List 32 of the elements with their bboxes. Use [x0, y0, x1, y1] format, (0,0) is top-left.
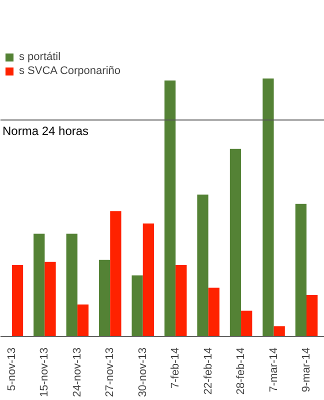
bar	[262, 78, 274, 336]
x-tick-label: 7-feb-14	[170, 347, 182, 388]
x-tick-label: 24-nov-13	[71, 347, 84, 398]
x-tick-label: 27-nov-13	[104, 347, 116, 398]
bar	[66, 234, 78, 336]
bar	[197, 194, 208, 336]
x-tick-label: 7-mar-14	[268, 348, 280, 392]
bar	[99, 260, 110, 336]
legend-label: s SVCA Corponariño	[19, 65, 120, 77]
bar	[110, 211, 122, 336]
bar	[208, 288, 220, 336]
x-tick-label: 30-nov-13	[136, 347, 149, 398]
bar	[306, 294, 318, 336]
bar	[77, 304, 89, 336]
x-tick-label: 15-nov-13	[38, 347, 51, 398]
bar	[295, 204, 306, 336]
bar	[142, 223, 154, 336]
x-tick-label: 9-mar-14	[300, 348, 312, 392]
x-tick-label: 22-feb-14	[202, 347, 214, 395]
legend-label: s portátil	[19, 51, 61, 63]
x-tick-label: 28-feb-14	[235, 347, 248, 395]
x-tick-label: 5-nov-13	[6, 347, 18, 391]
bar	[164, 80, 176, 336]
bar	[241, 310, 252, 336]
bar	[274, 326, 285, 336]
bar	[44, 262, 56, 336]
bar	[132, 275, 143, 336]
bar	[230, 148, 242, 336]
ref-line-label: Norma 24 horas	[2, 124, 89, 138]
bar	[176, 265, 187, 336]
bar	[12, 265, 24, 336]
bar	[34, 234, 45, 336]
